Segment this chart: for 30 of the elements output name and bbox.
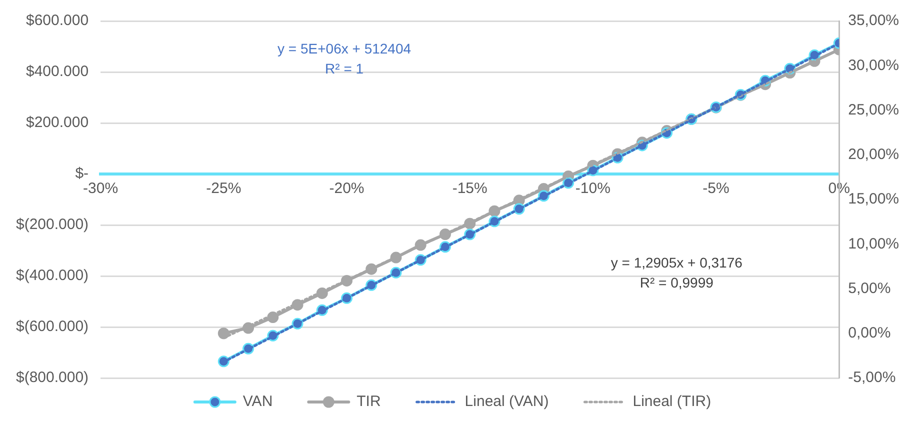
x-tick-label: -20% xyxy=(329,180,364,198)
y2-tick-label: 15,00% xyxy=(848,190,899,208)
y2-tick-label: 30,00% xyxy=(848,56,899,74)
y-tick-label: $200.000 xyxy=(26,114,89,132)
y2-tick-label: 5,00% xyxy=(848,280,891,297)
x-tick-label: -15% xyxy=(452,180,488,198)
annotation: y = 1,2905x + 0,3176 R² = 0,9999 xyxy=(610,254,743,290)
legend-label: TIR xyxy=(356,393,381,410)
x-tick-label: -5% xyxy=(702,180,730,198)
y-tick-label: $(200.000) xyxy=(16,216,89,234)
x-tick-label: -10% xyxy=(575,180,610,198)
y-tick-label: $(400.000) xyxy=(16,267,89,284)
y2-tick-label: 0,00% xyxy=(848,324,891,342)
y2-tick-label: 10,00% xyxy=(848,235,899,252)
x-tick-label: -25% xyxy=(206,180,242,198)
legend-label: Lineal (VAN) xyxy=(464,393,549,410)
y2-tick-label: 35,00% xyxy=(848,12,899,30)
legend-label: VAN xyxy=(242,393,273,410)
legend-label: Lineal (TIR) xyxy=(632,393,712,410)
y2-tick-label: 20,00% xyxy=(848,146,899,164)
y-tick-label: $- xyxy=(75,165,89,182)
y2-tick-label: 25,00% xyxy=(848,101,899,118)
y-tick-label: $(800.000) xyxy=(16,369,89,386)
y-tick-label: $400.000 xyxy=(26,63,89,80)
x-tick-label: -30% xyxy=(83,180,118,198)
y-tick-label: $600.000 xyxy=(26,12,89,30)
y-tick-label: $(600.000) xyxy=(16,318,89,336)
x-tick-label: 0% xyxy=(828,180,850,198)
y2-tick-label: -5,00% xyxy=(848,369,896,386)
annotation: y = 5E+06x + 512404 R² = 1 xyxy=(278,40,412,76)
